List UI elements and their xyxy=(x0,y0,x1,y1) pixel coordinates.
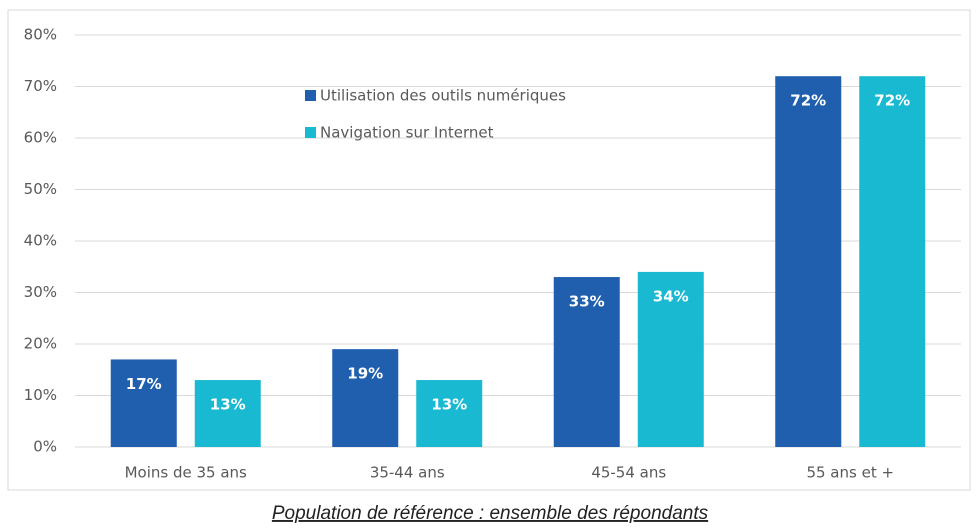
y-tick-label: 80% xyxy=(24,26,57,44)
y-tick-label: 10% xyxy=(24,386,57,404)
legend-label: Navigation sur Internet xyxy=(320,124,494,142)
y-tick-label: 20% xyxy=(24,335,57,353)
value-label: 19% xyxy=(347,365,383,383)
bar xyxy=(416,380,483,447)
bar xyxy=(110,359,177,447)
value-label: 33% xyxy=(569,293,605,311)
value-label: 34% xyxy=(653,287,689,305)
legend-label: Utilisation des outils numériques xyxy=(320,87,566,105)
y-tick-label: 60% xyxy=(24,129,57,147)
bar xyxy=(637,271,704,447)
bar xyxy=(859,76,926,447)
value-label: 72% xyxy=(874,92,910,110)
y-tick-label: 70% xyxy=(24,77,57,95)
legend-swatch xyxy=(305,127,316,138)
y-tick-label: 30% xyxy=(24,283,57,301)
bar xyxy=(553,277,620,447)
bar xyxy=(332,349,399,447)
y-tick-label: 0% xyxy=(33,438,57,456)
value-label: 72% xyxy=(790,92,826,110)
x-tick-label: Moins de 35 ans xyxy=(125,464,247,482)
bar xyxy=(194,380,261,447)
value-label: 17% xyxy=(126,375,162,393)
value-label: 13% xyxy=(431,396,467,414)
value-label: 13% xyxy=(210,396,246,414)
x-tick-label: 55 ans et + xyxy=(806,464,894,482)
legend-swatch xyxy=(305,90,316,101)
x-tick-label: 45-54 ans xyxy=(591,464,666,482)
y-tick-label: 40% xyxy=(24,232,57,250)
y-tick-label: 50% xyxy=(24,180,57,198)
x-tick-label: 35-44 ans xyxy=(370,464,445,482)
bar xyxy=(775,76,842,447)
caption: Population de référence : ensemble des r… xyxy=(272,503,709,524)
